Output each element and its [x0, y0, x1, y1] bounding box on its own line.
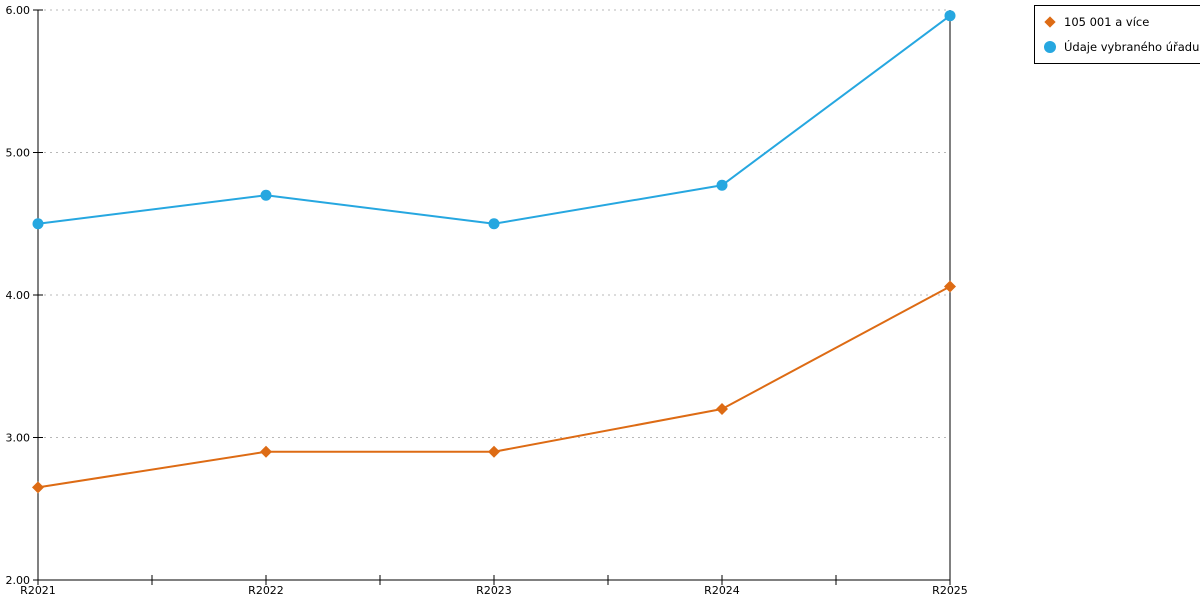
legend: 105 001 a více Údaje vybraného úřadu [1034, 5, 1200, 64]
legend-label: 105 001 a více [1064, 15, 1150, 29]
legend-item-105-001-a-vice[interactable]: 105 001 a více [1044, 15, 1199, 29]
diamond-marker-icon [1044, 16, 1056, 28]
series-line-1 [37, 14, 951, 225]
x-axis-tick-label: R2021 [20, 584, 56, 597]
y-axis-tick-label: 5.00 [6, 147, 31, 160]
x-axis-tick-label: R2022 [248, 584, 284, 597]
data-point-1-R2021[interactable] [32, 218, 44, 230]
circle-marker-icon [1044, 41, 1056, 53]
x-axis-tick-label: R2025 [932, 584, 968, 597]
data-point-0-R2024[interactable] [716, 403, 728, 415]
y-axis-tick-label: 4.00 [6, 289, 31, 302]
data-point-1-R2023[interactable] [488, 218, 500, 230]
data-point-1-R2022[interactable] [260, 189, 272, 201]
data-point-1-R2024[interactable] [716, 179, 728, 191]
y-axis-tick-label: 6.00 [6, 4, 31, 17]
legend-item-udaje-vybraneho-uradu[interactable]: Údaje vybraného úřadu [1044, 40, 1199, 54]
data-point-0-R2022[interactable] [260, 445, 272, 458]
x-axis-tick-label: R2024 [704, 584, 740, 597]
y-axis-tick-label: 2.00 [6, 574, 31, 587]
y-axis-tick-label: 3.00 [6, 432, 31, 445]
data-point-0-R2025[interactable] [944, 280, 956, 293]
data-point-1-R2025[interactable] [944, 10, 956, 22]
legend-label: Údaje vybraného úřadu [1064, 40, 1200, 54]
data-point-0-R2021[interactable] [32, 481, 44, 494]
x-axis-tick-label: R2023 [476, 584, 512, 597]
data-point-0-R2023[interactable] [488, 445, 500, 458]
